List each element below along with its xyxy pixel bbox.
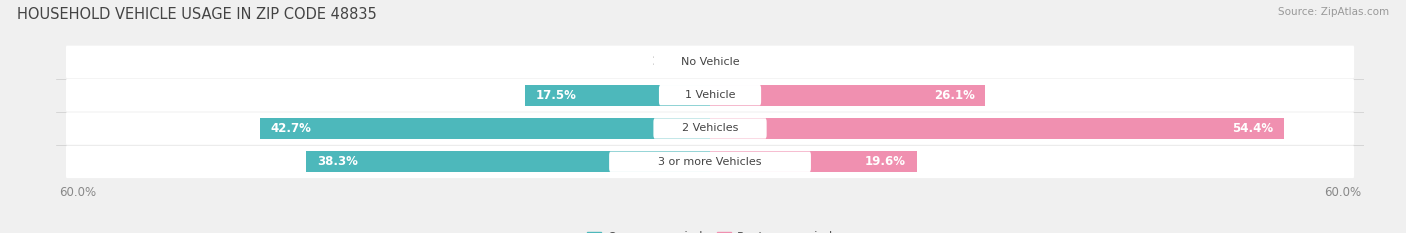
- FancyBboxPatch shape: [654, 118, 766, 139]
- Text: 42.7%: 42.7%: [270, 122, 311, 135]
- Text: 0.0%: 0.0%: [718, 55, 751, 69]
- Text: No Vehicle: No Vehicle: [681, 57, 740, 67]
- FancyBboxPatch shape: [66, 79, 1354, 112]
- Legend: Owner-occupied, Renter-occupied: Owner-occupied, Renter-occupied: [582, 226, 838, 233]
- Bar: [710, 85, 986, 106]
- Bar: [693, 51, 710, 72]
- FancyBboxPatch shape: [66, 145, 1354, 178]
- Text: 19.6%: 19.6%: [865, 155, 905, 168]
- Text: 26.1%: 26.1%: [934, 89, 974, 102]
- FancyBboxPatch shape: [659, 85, 761, 105]
- Bar: [710, 151, 917, 172]
- Bar: [526, 85, 710, 106]
- Bar: [710, 118, 1284, 139]
- Text: 1 Vehicle: 1 Vehicle: [685, 90, 735, 100]
- Text: 3 or more Vehicles: 3 or more Vehicles: [658, 157, 762, 167]
- Bar: [260, 118, 710, 139]
- Bar: [307, 151, 710, 172]
- FancyBboxPatch shape: [66, 46, 1354, 78]
- Text: 17.5%: 17.5%: [536, 89, 576, 102]
- FancyBboxPatch shape: [654, 52, 766, 72]
- FancyBboxPatch shape: [66, 112, 1354, 145]
- Text: HOUSEHOLD VEHICLE USAGE IN ZIP CODE 48835: HOUSEHOLD VEHICLE USAGE IN ZIP CODE 4883…: [17, 7, 377, 22]
- Text: 1.6%: 1.6%: [652, 55, 685, 69]
- FancyBboxPatch shape: [609, 152, 811, 172]
- Text: 2 Vehicles: 2 Vehicles: [682, 123, 738, 134]
- Text: 54.4%: 54.4%: [1232, 122, 1272, 135]
- Text: Source: ZipAtlas.com: Source: ZipAtlas.com: [1278, 7, 1389, 17]
- Text: 38.3%: 38.3%: [316, 155, 357, 168]
